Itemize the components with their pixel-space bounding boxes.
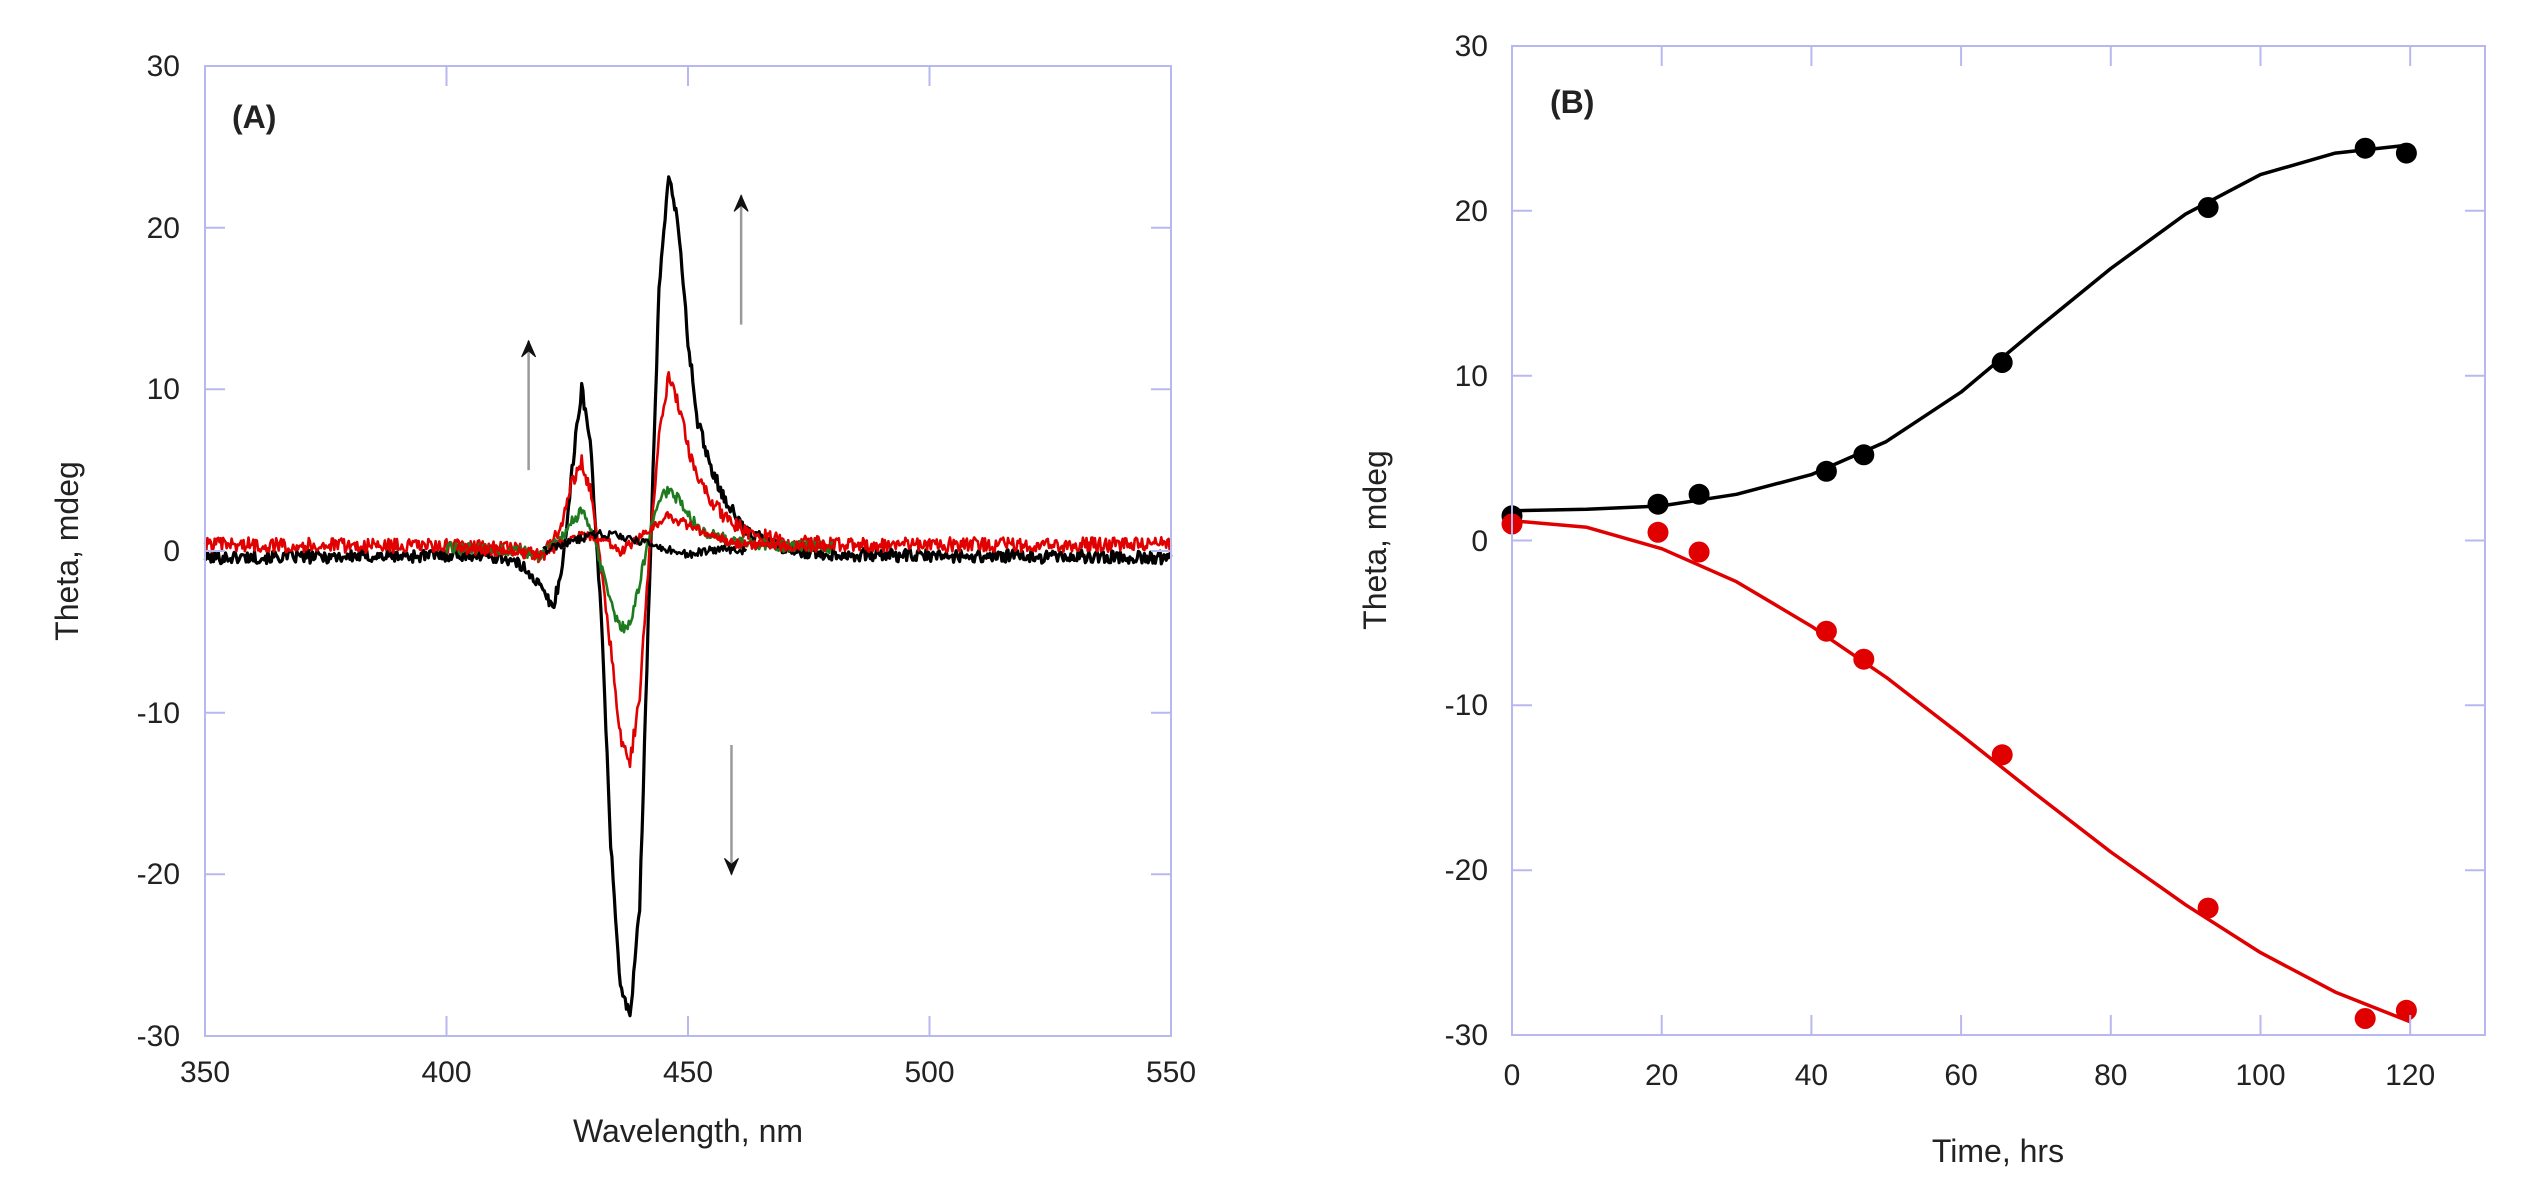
panel-a-y-tick-label: 10 [147, 373, 180, 406]
panel-b-x-tick-labels: 0 20 40 60 80 100 120 [1504, 1059, 2436, 1092]
panel-a-x-tick-label: 450 [663, 1056, 713, 1089]
panel-b-y-tick-label: -30 [1445, 1019, 1488, 1052]
arrow-head [733, 194, 749, 212]
arrow-head [521, 339, 537, 358]
panel-a-x-tick-label: 350 [180, 1056, 230, 1089]
panel-b-data-point-positive-band [1853, 444, 1875, 466]
panel-a-arrow-up-2 [733, 194, 749, 325]
panel-b-data-point-positive-band [1991, 352, 2013, 373]
panel-a-arrow-up-1 [521, 339, 537, 471]
panel-a-y-tick-label: 30 [147, 50, 180, 83]
panel-b-data-point-negative-band [1647, 521, 1669, 543]
panel-a-y-tick-label: -20 [137, 858, 180, 891]
panel-b-data-point-negative-band [1815, 620, 1837, 642]
arrow-head [724, 857, 739, 876]
panel-a-y-tick-labels: 30 20 10 0 -10 -20 -30 [137, 50, 180, 1053]
panel-b-data-point-negative-band [2354, 1008, 2376, 1029]
panel-b-y-tick-label: 30 [1455, 30, 1488, 63]
panel-b: 30 20 10 0 -10 -20 -30 0 20 40 [1357, 30, 2486, 1169]
panel-a-x-tick-labels: 350 400 450 500 550 [180, 1056, 1196, 1089]
panel-b-label: (B) [1550, 84, 1594, 120]
panel-b-data-point-negative-band [2395, 999, 2417, 1021]
panel-b-y-tick-label: 20 [1455, 195, 1488, 228]
panel-b-x-tick-label: 40 [1795, 1059, 1828, 1092]
panel-b-x-axis-title: Time, hrs [1932, 1133, 2064, 1169]
panel-a-x-tick-label: 400 [421, 1056, 471, 1089]
panel-a-y-tick-label: -10 [137, 697, 180, 730]
panel-a-x-ticks [445, 66, 931, 1036]
panel-a-x-tick-label: 500 [904, 1056, 954, 1089]
panel-b-x-ticks [1660, 46, 2412, 1035]
panel-b-y-tick-labels: 30 20 10 0 -10 -20 -30 [1445, 30, 1488, 1052]
panel-a-x-tick-label: 550 [1146, 1056, 1196, 1089]
panel-b-y-tick-label: -10 [1445, 689, 1488, 722]
panel-b-data-point-positive-band [2197, 197, 2219, 218]
panel-b-x-tick-label: 0 [1504, 1059, 1521, 1092]
panel-a-y-ticks [205, 65, 1171, 1037]
panel-b-data-point-negative-band [1853, 648, 1875, 670]
panel-b-x-tick-label: 100 [2235, 1059, 2285, 1092]
panel-b-y-tick-label: 10 [1455, 360, 1488, 393]
panel-b-data-point-negative-band [1688, 541, 1710, 563]
panel-a-series-group [203, 175, 1173, 1018]
panel-b-y-ticks [1512, 45, 2485, 1036]
panel-b-data-point-positive-band [1647, 493, 1669, 515]
panel-b-fit-line-positive-band [1511, 143, 2411, 513]
panel-b-fit-line-negative-band [1511, 518, 2411, 1024]
panel-a-series-line-intermediate-2 [203, 371, 1173, 769]
panel-b-y-tick-label: 0 [1471, 525, 1488, 558]
panel-b-data-point-positive-band [2395, 142, 2417, 164]
panel-a-y-tick-label: -30 [137, 1020, 180, 1053]
panel-a-label: (A) [232, 99, 276, 135]
panel-b-data-point-positive-band [2354, 137, 2376, 159]
panel-a-y-tick-label: 0 [163, 535, 180, 568]
panel-a-y-tick-label: 20 [147, 212, 180, 245]
panel-b-y-axis-title: Theta, mdeg [1357, 450, 1393, 630]
panel-a-arrow-down-3 [724, 745, 739, 876]
panel-a-arrows-group [521, 194, 749, 876]
panel-a-series-line-initial-spectrum [455, 510, 834, 560]
panel-b-data-point-positive-band [1688, 483, 1710, 505]
panel-a-x-axis-title: Wavelength, nm [573, 1113, 803, 1149]
panel-b-data-point-negative-band [2197, 897, 2219, 919]
panel-b-x-tick-label: 80 [2094, 1059, 2127, 1092]
panel-b-data-point-negative-band [1991, 744, 2013, 766]
panel-a-series-line-initial-spectrum-black [542, 529, 748, 559]
panel-b-x-tick-label: 20 [1645, 1059, 1678, 1092]
panel-b-series-group [1501, 137, 2417, 1029]
panel-a: 30 20 10 0 -10 -20 -30 350 400 450 500 5… [49, 50, 1196, 1149]
panel-a-y-axis-title: Theta, mdeg [49, 461, 85, 641]
panel-b-y-tick-label: -20 [1445, 854, 1488, 887]
panel-b-x-tick-label: 60 [1944, 1059, 1977, 1092]
panel-a-series-line-final-spectrum [203, 175, 1173, 1018]
panel-b-data-point-positive-band [1815, 460, 1837, 482]
panel-b-x-tick-label: 120 [2385, 1059, 2435, 1092]
